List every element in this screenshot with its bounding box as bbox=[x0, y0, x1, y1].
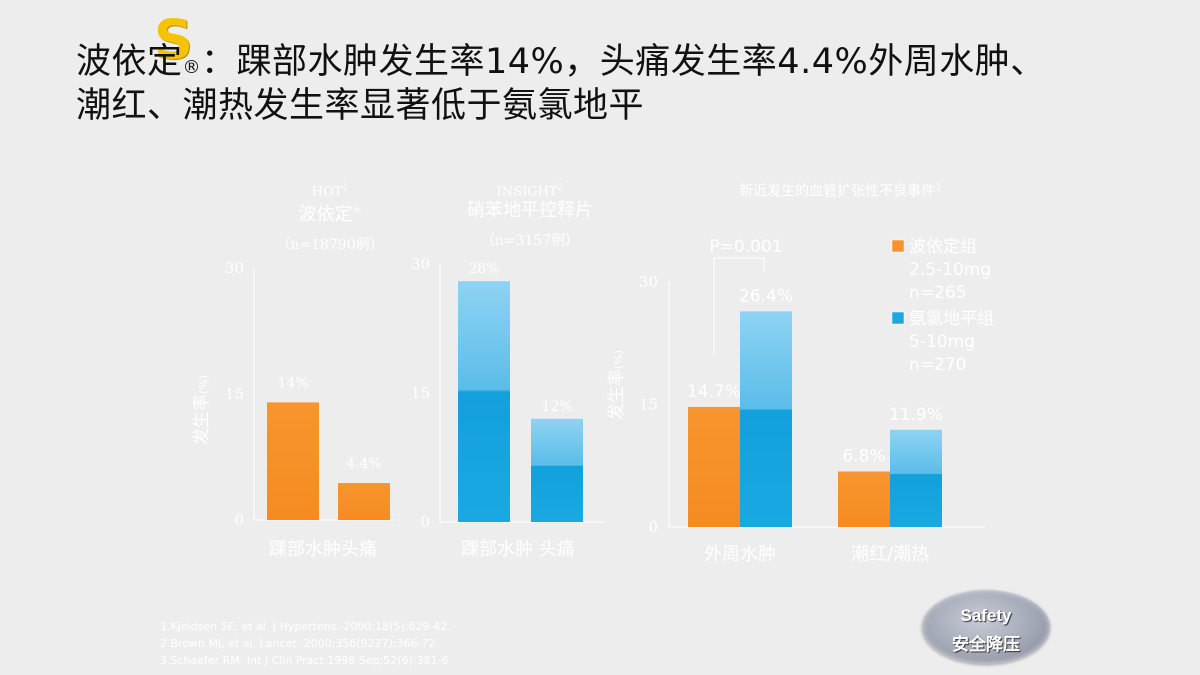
reference-2: 2.Brown MJ, et al. Lancet. 2000;356(9227… bbox=[160, 637, 440, 650]
chart3-y-axis-label: 发生率(%) bbox=[607, 350, 627, 420]
chart2-header: INSIGHT2 硝苯地平控释片 （n=3157例） bbox=[430, 180, 630, 250]
chart3-bar bbox=[740, 311, 792, 527]
chart2-drug: 硝苯地平控释片 bbox=[467, 200, 593, 222]
chart3-data-label: 14.7% bbox=[687, 382, 741, 402]
chart1-y-axis-unit: (%) bbox=[197, 375, 210, 394]
badge-line-2: 安全降压 bbox=[952, 635, 1020, 654]
chart2-bar bbox=[458, 281, 510, 522]
chart3-p-value: P=0.001 bbox=[709, 237, 782, 257]
chart1-drug: 波依定® bbox=[230, 200, 430, 226]
chart1-data-label: 14% bbox=[277, 375, 308, 391]
chart2-n: （n=3157例） bbox=[480, 233, 580, 250]
chart3-significance-bracket bbox=[713, 257, 765, 355]
chart1-study: HOT1 bbox=[230, 180, 430, 200]
chart2-data-label: 12% bbox=[541, 399, 572, 415]
brand-logo: S bbox=[154, 8, 193, 71]
chart2-y-tick-label: 30 bbox=[411, 255, 430, 273]
slide-title: 波依定®：踝部水肿发生率14%，头痛发生率4.4%外周水肿、 潮红、潮热发生率显… bbox=[76, 40, 1046, 128]
chart1-y-tick-label: 30 bbox=[225, 259, 244, 277]
chart1-header: HOT1 波依定® （n=18790例） bbox=[230, 180, 430, 254]
chart3: 0 15 30 14.7% 6.8% 26.4% 11.9% 外周水肿 潮红/潮热 发生率(%) P… bbox=[607, 237, 994, 565]
chart1-y-tick-label: 0 bbox=[234, 511, 244, 529]
legend-swatch bbox=[891, 239, 905, 253]
legend-series-name: 氨氯地平组 bbox=[909, 309, 994, 329]
legend-swatch bbox=[891, 311, 905, 325]
chart3-data-label: 26.4% bbox=[739, 286, 793, 306]
reference-3: 3.Schaefer RM. Int J Clin Pract.1998 Sep… bbox=[160, 654, 449, 667]
chart2-study: INSIGHT2 bbox=[430, 180, 630, 200]
chart3-y-axis-unit: (%) bbox=[612, 350, 625, 369]
chart1-y-tick-label: 15 bbox=[225, 385, 244, 403]
chart1-category-labels: 踝部水肿头痛 bbox=[269, 539, 377, 560]
reference-1: 1.Kjeldsen SE, et al. J Hypertens. 2000;… bbox=[160, 620, 451, 633]
chart3-category-label: 外周水肿 bbox=[704, 544, 776, 565]
badge-line-1: Safety bbox=[960, 606, 1012, 625]
chart2-y-tick-label: 15 bbox=[411, 384, 430, 402]
chart3-data-label: 11.9% bbox=[889, 405, 943, 425]
chart3-bar bbox=[838, 471, 890, 527]
references: 1.Kjeldsen SE, et al. J Hypertens. 2000;… bbox=[160, 618, 451, 669]
chart1-drug-sup: ® bbox=[352, 206, 362, 217]
chart3-title-text: 新近发生的血管扩张性不良事件 bbox=[739, 183, 936, 200]
chart3-y-tick-label: 0 bbox=[648, 518, 658, 536]
chart3-y-tick-label: 15 bbox=[639, 396, 658, 414]
chart1: 0 15 30 14% 4.4% 踝部水肿头痛 发生率(%) bbox=[192, 259, 395, 560]
legend-series-dose: 5-10mg bbox=[909, 332, 975, 352]
chart1-study-sup: 1 bbox=[342, 183, 349, 193]
chart3-header: 新近发生的血管扩张性不良事件3 bbox=[650, 180, 1030, 200]
chart1-data-label: 4.4% bbox=[346, 456, 382, 472]
legend-series-dose: 2.5-10mg bbox=[909, 260, 991, 280]
chart1-y-axis-label: 发生率(%) bbox=[192, 375, 212, 445]
title-drug-name: 波依定 bbox=[76, 42, 183, 82]
registered-mark: ® bbox=[182, 57, 202, 78]
chart3-title: 新近发生的血管扩张性不良事件3 bbox=[650, 180, 1030, 200]
chart3-title-sup: 3 bbox=[935, 183, 941, 193]
chart1-bar bbox=[338, 483, 390, 520]
safety-badge: Safety 安全降压 bbox=[922, 590, 1050, 664]
title-line-1: 波依定®：踝部水肿发生率14%，头痛发生率4.4%外周水肿、 bbox=[76, 40, 1046, 84]
legend-series-n: n=265 bbox=[909, 283, 966, 303]
chart3-category-label: 潮红/潮热 bbox=[851, 544, 929, 565]
chart1-bar bbox=[267, 402, 319, 520]
title-line-2: 潮红、潮热发生率显著低于氨氯地平 bbox=[76, 86, 645, 126]
legend-series-name: 波依定组 bbox=[909, 237, 977, 257]
chart2-category-labels: 踝部水肿 头痛 bbox=[461, 539, 575, 560]
chart2-study-name: INSIGHT bbox=[496, 184, 558, 200]
legend-series-n: n=270 bbox=[909, 355, 966, 375]
chart3-bar bbox=[890, 429, 942, 527]
chart2-bar bbox=[531, 418, 583, 522]
chart2-study-sup: 2 bbox=[557, 183, 564, 193]
chart2: 0 15 30 28% 12% 踝部水肿 头痛 bbox=[411, 255, 605, 560]
chart3-y-tick-label: 30 bbox=[639, 273, 658, 291]
chart1-drug-name: 波依定 bbox=[298, 204, 353, 226]
chart3-bar bbox=[688, 406, 740, 527]
chart1-n: （n=18790例） bbox=[276, 237, 384, 254]
chart2-data-label: 28% bbox=[468, 261, 499, 277]
chart2-y-tick-label: 0 bbox=[420, 513, 430, 531]
title-line-1-rest: ：踝部水肿发生率14%，头痛发生率4.4%外周水肿、 bbox=[201, 42, 1046, 82]
chart3-data-label: 6.8% bbox=[842, 446, 885, 466]
chart1-study-name: HOT bbox=[311, 184, 343, 200]
